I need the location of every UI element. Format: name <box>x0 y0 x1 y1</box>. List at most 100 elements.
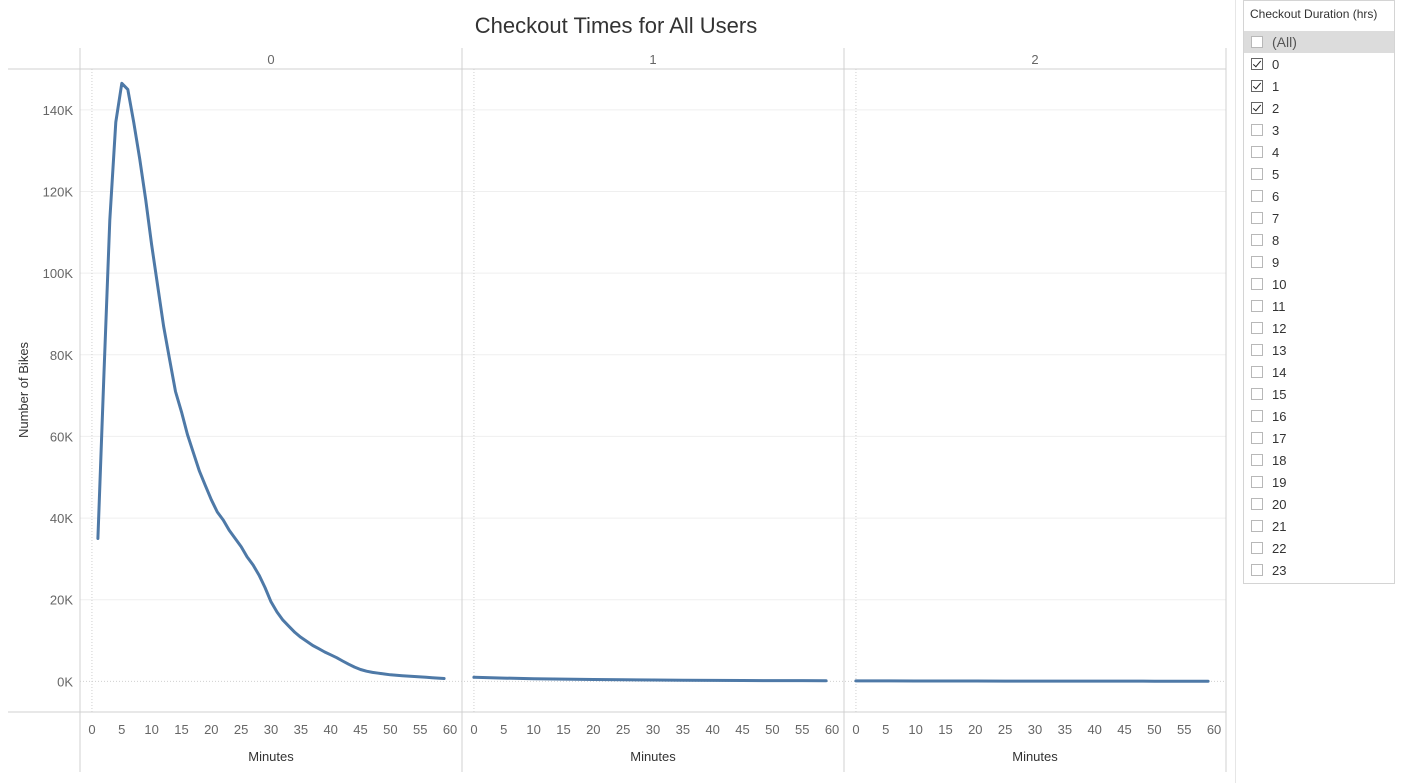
checkbox[interactable] <box>1251 58 1263 70</box>
x-tick-label: 0 <box>852 722 859 737</box>
checkbox[interactable] <box>1251 476 1263 488</box>
checkbox[interactable] <box>1251 256 1263 268</box>
x-tick-label: 25 <box>616 722 630 737</box>
checkbox[interactable] <box>1251 454 1263 466</box>
filter-item-label: 8 <box>1272 232 1280 248</box>
y-tick-label: 0K <box>57 674 73 689</box>
filter-item-18[interactable]: 18 <box>1244 449 1394 471</box>
checkbox[interactable] <box>1251 520 1263 532</box>
x-tick-label: 60 <box>825 722 839 737</box>
checkbox[interactable] <box>1251 498 1263 510</box>
checkbox[interactable] <box>1251 168 1263 180</box>
filter-item-23[interactable]: 23 <box>1244 559 1394 581</box>
y-tick-label: 20K <box>50 593 73 608</box>
filter-item-label: 12 <box>1272 320 1287 336</box>
x-tick-label: 5 <box>118 722 125 737</box>
filter-item-label: 4 <box>1272 144 1280 160</box>
filter-item-11[interactable]: 11 <box>1244 295 1394 317</box>
filter-item-5[interactable]: 5 <box>1244 163 1394 185</box>
checkbox[interactable] <box>1251 212 1263 224</box>
checkbox[interactable] <box>1251 80 1263 92</box>
filter-item-12[interactable]: 12 <box>1244 317 1394 339</box>
checkbox[interactable] <box>1251 36 1263 48</box>
filter-item-2[interactable]: 2 <box>1244 97 1394 119</box>
checkbox[interactable] <box>1251 564 1263 576</box>
checkbox[interactable] <box>1251 190 1263 202</box>
filter-item-label: 3 <box>1272 122 1280 138</box>
panel-divider <box>1235 0 1236 783</box>
filter-item-17[interactable]: 17 <box>1244 427 1394 449</box>
filter-item-label: 13 <box>1272 342 1287 358</box>
filter-item-19[interactable]: 19 <box>1244 471 1394 493</box>
filter-item-3[interactable]: 3 <box>1244 119 1394 141</box>
filter-item-label: 19 <box>1272 474 1287 490</box>
x-tick-label: 50 <box>765 722 779 737</box>
series-line-panel-0 <box>96 81 446 680</box>
checkout-duration-filter: Checkout Duration (hrs) (All) 0 1 2 3 4 5 6 7 8 9 1… <box>1243 0 1395 584</box>
filter-item-4[interactable]: 4 <box>1244 141 1394 163</box>
filter-item-label: (All) <box>1272 34 1297 50</box>
checkbox[interactable] <box>1251 432 1263 444</box>
checkbox[interactable] <box>1251 388 1263 400</box>
filter-item-21[interactable]: 21 <box>1244 515 1394 537</box>
checkbox[interactable] <box>1251 410 1263 422</box>
x-axis-label: Minutes <box>1012 749 1058 764</box>
filter-item-label: 23 <box>1272 562 1287 578</box>
checkbox[interactable] <box>1251 300 1263 312</box>
filter-item-8[interactable]: 8 <box>1244 229 1394 251</box>
checkbox[interactable] <box>1251 344 1263 356</box>
filter-item-label: 5 <box>1272 166 1280 182</box>
line-chart: Checkout Times for All Users Number of B… <box>8 13 1227 772</box>
y-axis-label: Number of Bikes <box>16 341 31 438</box>
series-line-panel-1 <box>472 675 828 683</box>
filter-item-10[interactable]: 10 <box>1244 273 1394 295</box>
filter-item-9[interactable]: 9 <box>1244 251 1394 273</box>
checkbox[interactable] <box>1251 124 1263 136</box>
filter-item-13[interactable]: 13 <box>1244 339 1394 361</box>
checkbox[interactable] <box>1251 102 1263 114</box>
x-tick-label: 20 <box>968 722 982 737</box>
x-tick-label: 25 <box>234 722 248 737</box>
chart-title: Checkout Times for All Users <box>475 13 757 38</box>
filter-item-label: 0 <box>1272 56 1280 72</box>
x-tick-label: 40 <box>705 722 719 737</box>
x-tick-label: 30 <box>264 722 278 737</box>
checkbox[interactable] <box>1251 234 1263 246</box>
filter-item-label: 16 <box>1272 408 1287 424</box>
x-tick-label: 10 <box>908 722 922 737</box>
y-tick-label: 60K <box>50 429 73 444</box>
panel-header: 1 <box>649 52 656 67</box>
x-tick-label: 55 <box>795 722 809 737</box>
filter-item-22[interactable]: 22 <box>1244 537 1394 559</box>
filter-title: Checkout Duration (hrs) <box>1250 7 1378 21</box>
x-tick-label: 55 <box>413 722 427 737</box>
checkbox[interactable] <box>1251 278 1263 290</box>
checkbox[interactable] <box>1251 146 1263 158</box>
x-tick-label: 55 <box>1177 722 1191 737</box>
filter-item-15[interactable]: 15 <box>1244 383 1394 405</box>
filter-item-6[interactable]: 6 <box>1244 185 1394 207</box>
filter-item-16[interactable]: 16 <box>1244 405 1394 427</box>
x-tick-label: 60 <box>443 722 457 737</box>
filter-item-all[interactable]: (All) <box>1244 31 1394 53</box>
checkbox[interactable] <box>1251 322 1263 334</box>
filter-item-label: 22 <box>1272 540 1287 556</box>
filter-item-20[interactable]: 20 <box>1244 493 1394 515</box>
x-tick-label: 0 <box>88 722 95 737</box>
checkbox[interactable] <box>1251 542 1263 554</box>
x-tick-label: 35 <box>676 722 690 737</box>
filter-item-7[interactable]: 7 <box>1244 207 1394 229</box>
x-tick-label: 15 <box>174 722 188 737</box>
y-tick-label: 80K <box>50 348 73 363</box>
x-tick-label: 20 <box>204 722 218 737</box>
filter-item-14[interactable]: 14 <box>1244 361 1394 383</box>
filter-item-0[interactable]: 0 <box>1244 53 1394 75</box>
x-tick-label: 10 <box>144 722 158 737</box>
filter-item-label: 10 <box>1272 276 1287 292</box>
filter-item-1[interactable]: 1 <box>1244 75 1394 97</box>
filter-list: (All) 0 1 2 3 4 5 6 7 8 9 10 11 12 13 14 15 16 17 18 19 20 21 2… <box>1244 31 1394 581</box>
x-tick-label: 15 <box>556 722 570 737</box>
filter-item-label: 9 <box>1272 254 1280 270</box>
checkbox[interactable] <box>1251 366 1263 378</box>
x-tick-label: 35 <box>1058 722 1072 737</box>
